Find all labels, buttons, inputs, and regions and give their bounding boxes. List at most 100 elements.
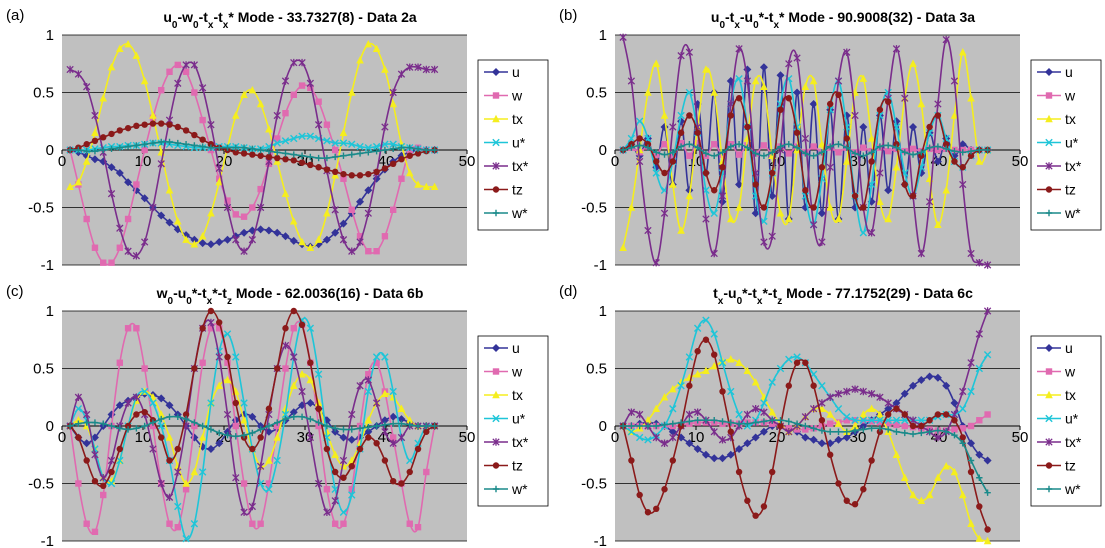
data-point <box>249 204 256 211</box>
data-point <box>389 145 397 153</box>
data-point <box>372 44 381 52</box>
data-point <box>224 353 231 361</box>
data-point <box>108 259 115 266</box>
legend-label: w* <box>511 205 528 221</box>
data-point <box>793 88 802 97</box>
data-point <box>166 121 173 128</box>
chart-svg: (a) u0-w0-tx-tx* Mode - 33.7327(8) - Data… <box>6 7 549 274</box>
data-point <box>165 493 174 501</box>
data-point <box>100 259 107 266</box>
data-point <box>710 249 718 258</box>
data-point <box>860 486 867 493</box>
data-point <box>365 434 372 441</box>
data-point <box>339 456 348 465</box>
data-point <box>91 111 99 120</box>
data-point <box>356 150 364 157</box>
data-point <box>74 70 83 78</box>
data-point <box>760 204 768 211</box>
data-point <box>702 366 710 374</box>
data-point <box>909 422 917 430</box>
data-point <box>942 411 950 418</box>
data-point <box>743 410 752 419</box>
legend-label: tz <box>512 458 523 474</box>
data-point <box>389 206 397 213</box>
data-point <box>224 432 231 439</box>
data-point <box>124 399 132 407</box>
data-point <box>406 144 413 151</box>
data-point <box>107 163 116 172</box>
data-point <box>397 433 406 442</box>
data-point <box>868 425 875 432</box>
legend-label: u* <box>1065 411 1079 427</box>
data-point <box>257 185 264 193</box>
data-point <box>628 422 635 430</box>
legend-label: w* <box>1064 205 1081 221</box>
data-point <box>331 427 340 436</box>
data-point <box>867 229 876 237</box>
x-tick-label: 50 <box>1012 153 1029 170</box>
data-point <box>917 496 926 504</box>
data-point <box>636 491 643 499</box>
data-point <box>281 137 290 145</box>
data-point <box>661 141 668 148</box>
data-point <box>191 422 198 430</box>
data-point <box>191 419 198 426</box>
data-point <box>74 393 83 401</box>
data-point <box>223 410 232 419</box>
data-point <box>950 111 959 119</box>
data-point <box>133 181 140 188</box>
data-point <box>793 144 801 151</box>
data-point <box>685 88 694 97</box>
data-point <box>83 215 90 223</box>
data-point <box>669 405 677 413</box>
data-point <box>785 355 793 363</box>
data-point <box>843 413 851 421</box>
data-point <box>373 248 380 255</box>
data-point <box>843 48 851 56</box>
chart-svg: (c) w0-u0*-tx*-tz Mode - 62.0036(16) - Da… <box>6 283 549 548</box>
data-point <box>356 425 364 432</box>
data-point <box>619 33 627 41</box>
data-point <box>677 226 685 234</box>
data-point <box>636 157 644 166</box>
data-point <box>951 417 958 424</box>
data-point <box>83 83 91 91</box>
data-point <box>817 439 826 448</box>
data-point <box>685 48 694 56</box>
legend-label: tx* <box>1065 158 1082 174</box>
data-point <box>256 225 265 234</box>
data-point <box>751 76 760 85</box>
data-point <box>793 129 801 136</box>
data-point <box>124 124 132 132</box>
data-point <box>967 249 975 258</box>
data-point <box>331 497 339 505</box>
data-point <box>124 325 132 332</box>
data-point <box>372 353 381 361</box>
data-point <box>636 135 643 142</box>
data-point <box>951 426 958 433</box>
data-point <box>398 156 405 163</box>
data-point <box>835 91 842 99</box>
data-point <box>389 140 397 148</box>
data-point <box>115 169 124 177</box>
series-tx_star <box>66 318 439 516</box>
legend-marker <box>492 162 500 170</box>
data-point <box>661 421 668 429</box>
data-point <box>826 410 835 418</box>
data-point <box>735 468 743 476</box>
data-point <box>116 359 124 366</box>
data-point <box>867 134 876 142</box>
data-point <box>290 307 297 315</box>
data-point <box>256 203 265 212</box>
data-point <box>389 99 397 108</box>
data-point <box>290 91 297 98</box>
data-point <box>356 172 364 179</box>
data-point <box>876 197 884 205</box>
data-point <box>339 236 348 244</box>
legend-marker <box>1045 438 1053 446</box>
data-point <box>207 121 215 129</box>
title-part: * Mode - 90.9008(32) - Data 3a <box>779 9 975 25</box>
data-point <box>115 401 124 410</box>
data-point <box>232 399 239 407</box>
data-point <box>760 399 768 407</box>
